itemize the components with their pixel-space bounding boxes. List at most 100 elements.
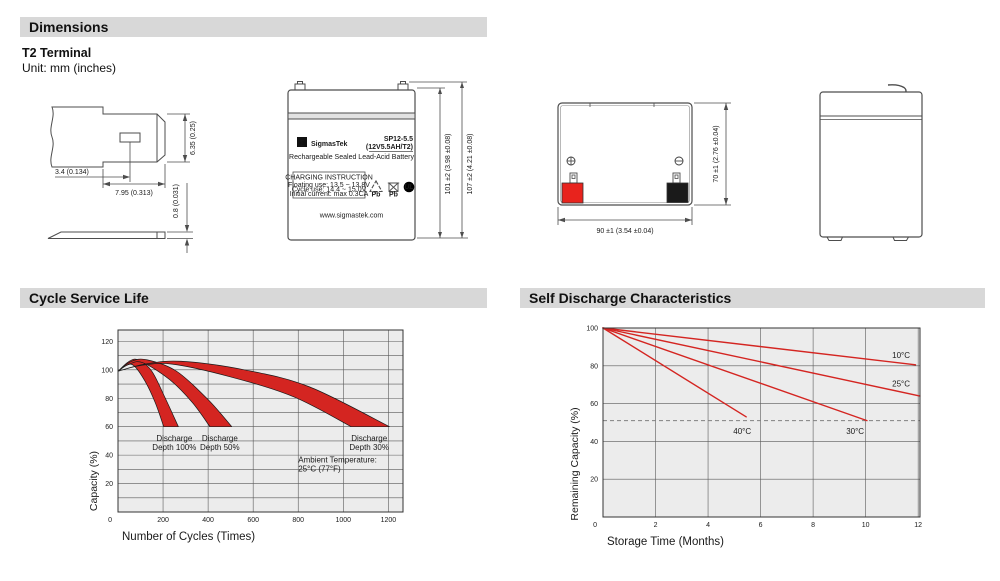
- y-tick-label: 80: [590, 363, 598, 370]
- battery-side-view-drawing: [819, 84, 923, 241]
- arrowhead-icon: [123, 174, 130, 180]
- y-axis-title: Capacity (%): [88, 451, 100, 511]
- battery-top-view-drawing: 90 ±1 (3.54 ±0.04) 70 ±1 (2.76 ±0.04): [557, 102, 731, 235]
- cycle-service-life-header: Cycle Service Life: [20, 288, 487, 308]
- sigma-logo: [297, 137, 307, 147]
- x-tick-label: 2: [654, 522, 658, 529]
- x-tick-label: 600: [247, 517, 259, 524]
- plot-area: [603, 328, 920, 517]
- dim-offset-label: 3.4 (0.134): [55, 169, 89, 176]
- brand-name: SigmasTek: [311, 141, 348, 148]
- dim-width-label: 90 ±1 (3.54 ±0.04): [596, 228, 653, 235]
- cycle-service-life-chart: 200 400 600 800 1000 1200204060801001200Disch…: [88, 329, 404, 543]
- series-label: 30°C: [846, 427, 864, 436]
- blade-edge-outline: [47, 231, 166, 239]
- discharge-depth-band-50%: [117, 358, 233, 428]
- pb-recycle-icon: [369, 179, 383, 193]
- negative-terminal-pin: [672, 172, 681, 184]
- chart-annotation: Ambient Temperature:: [298, 455, 377, 464]
- x-tick-label: 10: [862, 522, 870, 529]
- plot-border: [117, 329, 404, 513]
- arrowhead-icon: [723, 198, 729, 205]
- arrowhead-icon: [460, 232, 464, 238]
- x-tick-label: 8: [811, 522, 815, 529]
- origin-tick-label: 0: [593, 522, 597, 529]
- negative-symbol: [674, 156, 684, 166]
- arrowhead-icon: [685, 217, 692, 223]
- y-tick-label: 60: [590, 401, 598, 408]
- y-tick-label: 20: [590, 477, 598, 484]
- arrowhead-icon: [184, 225, 190, 232]
- arrowhead-icon: [158, 181, 165, 187]
- x-tick-label: 400: [202, 517, 214, 524]
- y-tick-label: 80: [105, 396, 113, 403]
- dim-total-height-label: 107 ±2 (4.21 ±0.08): [467, 133, 474, 194]
- pb-bin-icon: [387, 182, 400, 192]
- case-inner-line: [560, 105, 690, 203]
- discharge-depth-band-30%: [117, 360, 390, 428]
- svg-text:UL: UL: [404, 184, 413, 191]
- series-line-40°C: [602, 327, 747, 418]
- case-outline: [819, 91, 923, 238]
- ul-listed-icon: UL: [403, 181, 415, 193]
- plot-border: [602, 327, 921, 518]
- terminal-tab: [400, 81, 406, 85]
- foot: [892, 236, 909, 241]
- discharge-depth-band-100%: [117, 358, 179, 428]
- series-line-25°C: [602, 327, 921, 397]
- negative-terminal: [666, 182, 689, 203]
- dim-thickness-label: 0.8 (0.031): [173, 184, 180, 218]
- terminal-detail-drawing: 3.4 (0.134) 7.95 (0.313) 6.35 (0.25) 0.8…: [47, 106, 197, 253]
- terminal-type-label: T2 Terminal: [22, 46, 92, 60]
- origin-tick-label: 0: [108, 517, 112, 524]
- terminal-tab: [397, 83, 409, 91]
- arrowhead-icon: [723, 103, 729, 110]
- charging-title: CHARGING INSTRUCTION: [285, 175, 373, 182]
- pb-bin-label: Pb: [389, 192, 398, 199]
- pb-recycle-label: Pb: [372, 192, 381, 199]
- y-tick-label: 40: [590, 439, 598, 446]
- dimensions-title: Dimensions: [29, 19, 109, 35]
- charging-line: Floating use: 13.5 ~ 13.8V: [288, 182, 370, 189]
- y-tick-label: 100: [101, 367, 113, 374]
- battery-type-line: Rechargeable Sealed Lead-Acid Battery: [289, 154, 414, 161]
- charging-line: Cycle use: 14.4 ~ 15.0V: [292, 187, 367, 194]
- unit-label: Unit: mm (inches): [22, 61, 117, 75]
- self-discharge-header: Self Discharge Characteristics: [520, 288, 985, 308]
- terminal-profile-outline: [50, 106, 166, 168]
- chart-annotation: Discharge: [202, 434, 239, 443]
- arrowhead-icon: [460, 82, 464, 88]
- dim-case-height-label: 101 ±2 (3.98 ±0.08): [445, 133, 452, 194]
- y-tick-label: 60: [105, 424, 113, 431]
- series-label: 25°C: [892, 380, 910, 389]
- x-tick-label: 1200: [381, 517, 397, 524]
- x-tick-label: 1000: [336, 517, 352, 524]
- case-outline: [557, 102, 693, 206]
- positive-terminal: [561, 182, 584, 204]
- website-url: www.sigmastek.com: [319, 213, 384, 220]
- chart-annotation: Depth 30%: [349, 443, 389, 452]
- lid-seam: [288, 113, 415, 119]
- arrowhead-icon: [184, 238, 190, 246]
- terminal-hole: [119, 132, 141, 143]
- positive-symbol: [566, 156, 576, 166]
- dim-height-label: 6.35 (0.25): [190, 121, 197, 155]
- sigma-logo-glyph: Σ: [300, 141, 305, 148]
- terminal-tab: [294, 83, 306, 91]
- charging-instruction-box: [292, 171, 366, 199]
- y-tick-label: 120: [101, 339, 113, 346]
- battery-case: [287, 89, 416, 241]
- positive-terminal-pin: [569, 172, 578, 184]
- arrowhead-icon: [558, 217, 565, 223]
- self-discharge-chart: 40°C 30°C 25°C 10°C 2 4 6 8 10 12 20 40 60 80 100 0 Stor…: [569, 326, 922, 549]
- x-tick-label: 12: [914, 522, 922, 529]
- dimensions-section-header: Dimensions: [20, 17, 487, 37]
- arrowhead-icon: [438, 232, 442, 238]
- charging-line: Initial current: max 0.3CA: [290, 191, 369, 198]
- chart-annotation: 25°C (77°F): [298, 464, 341, 473]
- self-discharge-title: Self Discharge Characteristics: [529, 290, 732, 306]
- x-tick-label: 6: [759, 522, 763, 529]
- arrowhead-icon: [182, 114, 188, 121]
- chart-annotation: Discharge: [351, 434, 388, 443]
- x-tick-label: 200: [157, 517, 169, 524]
